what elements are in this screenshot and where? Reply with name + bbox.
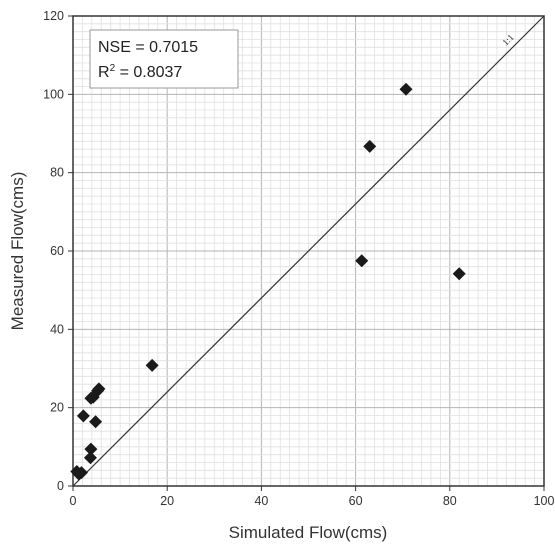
x-tick-label: 40 [254, 494, 268, 508]
data-point-diamond [355, 254, 369, 268]
data-point-diamond [83, 451, 97, 465]
data-point-diamond [76, 409, 90, 423]
data-point-diamond [363, 139, 377, 153]
one-to-one-line [72, 15, 545, 487]
y-tick-label: 60 [50, 244, 64, 258]
r2-prefix: R [98, 64, 110, 81]
x-tick-label: 60 [349, 494, 363, 508]
x-tick-label: 100 [534, 494, 555, 508]
y-tick-label: 20 [50, 401, 64, 415]
y-tick-label: 100 [43, 87, 64, 101]
data-point-diamond [72, 467, 86, 481]
data-point-diamond [399, 82, 413, 96]
data-points [70, 82, 466, 481]
x-tick-label: 20 [160, 494, 174, 508]
data-point-diamond [145, 358, 159, 372]
r2-superscript: 2 [110, 63, 116, 74]
x-axis-title: Simulated Flow(cms) [229, 523, 388, 542]
r2-label: R2 = 0.8037 [98, 63, 182, 81]
stats-box: NSE = 0.7015 R2 = 0.8037 [89, 29, 239, 89]
y-tick-label: 80 [50, 166, 64, 180]
data-point-diamond [452, 267, 466, 281]
data-point-diamond [84, 391, 98, 405]
stats-box-frame [89, 29, 239, 89]
r2-value: = 0.8037 [115, 64, 182, 81]
nse-label: NSE = 0.7015 [98, 39, 198, 56]
data-point-diamond [84, 442, 98, 456]
axis-ticks: 0 20 40 60 80 100 0 20 40 60 80 100 120 [43, 9, 554, 508]
y-tick-label: 40 [50, 322, 64, 336]
x-tick-label: 80 [443, 494, 457, 508]
y-tick-label: 120 [43, 9, 64, 23]
y-tick-label: 0 [57, 479, 64, 493]
data-point-diamond [89, 415, 103, 429]
y-axis-title: Measured Flow(cms) [8, 172, 27, 331]
x-tick-label: 0 [70, 494, 77, 508]
